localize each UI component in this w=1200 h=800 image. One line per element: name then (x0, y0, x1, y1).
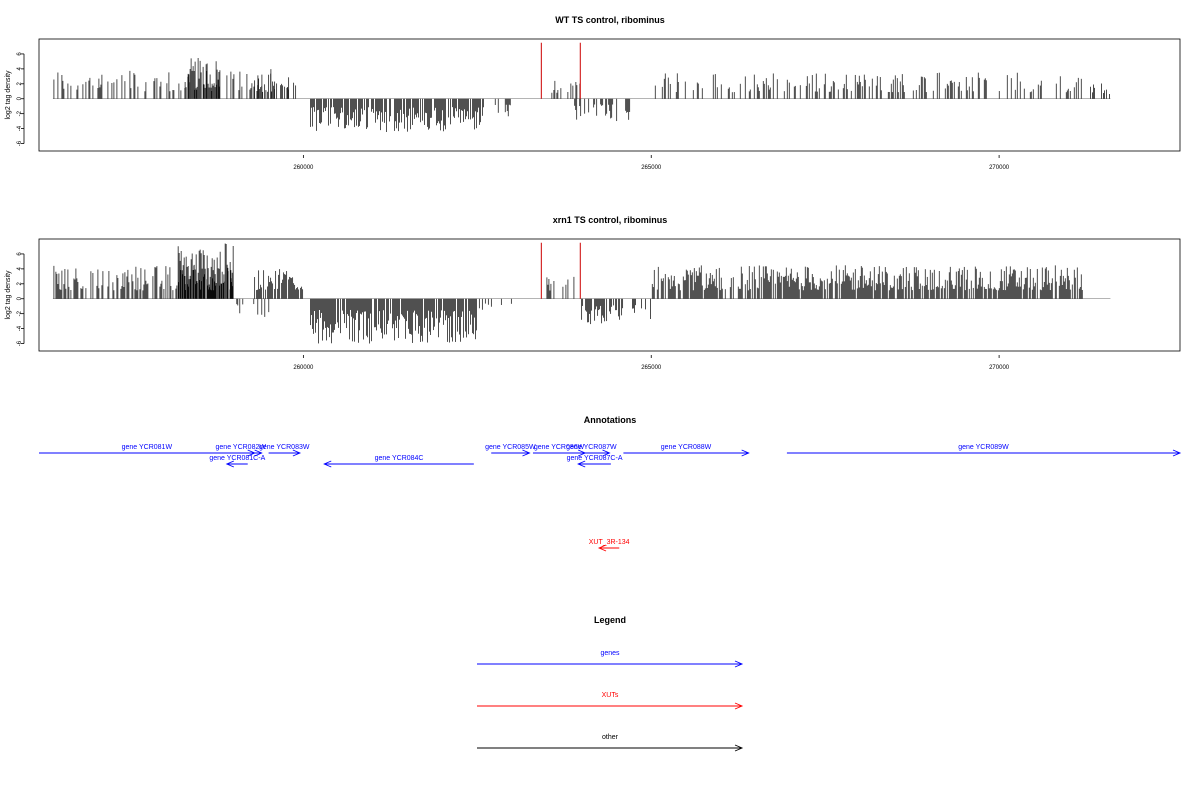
feature-label: gene YCR087C-A (567, 455, 623, 462)
feature-label: gene YCR086W (534, 444, 585, 451)
legend-label: genes (600, 650, 620, 657)
feature-arrowhead (741, 449, 750, 457)
y-tick-label: 6 (17, 52, 23, 56)
legend-arrowhead (734, 660, 744, 668)
annotations-panel: Annotations gene YCR081W gene YCR082Wgene… (39, 415, 1182, 552)
wt-y-axis: 6 4 2 0 -2 -4 -6 (17, 52, 25, 146)
wt-track-panel: WT TS control, ribominus log2 tag densit… (5, 15, 1181, 171)
annotation-feature: XUT_3R-134 (589, 539, 630, 552)
wt-track-title: WT TS control, ribominus (555, 15, 665, 25)
legend-item: XUTs (477, 692, 744, 710)
x-tick-label: 260000 (293, 165, 314, 171)
y-tick-label: 0 (17, 96, 23, 100)
feature-label: gene YCR088W (661, 444, 712, 451)
wt-plot-frame (38, 38, 1181, 152)
legend-item: other (477, 734, 744, 752)
annotation-feature: gene YCR082W (216, 444, 267, 457)
y-tick-label: -6 (17, 140, 23, 146)
feature-arrowhead (292, 449, 302, 457)
y-tick-label: 6 (17, 252, 23, 256)
y-tick-label: -4 (17, 325, 23, 331)
y-tick-label: 2 (17, 281, 23, 285)
feature-arrowhead (602, 449, 611, 457)
legend-title: Legend (594, 615, 626, 625)
y-tick-label: -2 (17, 110, 23, 116)
xrn1-plot-frame (38, 238, 1181, 352)
annotations-title: Annotations (584, 415, 637, 425)
y-tick-label: 0 (17, 296, 23, 300)
feature-label: gene YCR084C (375, 455, 424, 462)
feature-label: gene YCR083W (259, 444, 310, 451)
xrn1-y-axis: 6 4 2 0 -2 -4 -6 (17, 252, 25, 346)
y-tick-label: -6 (17, 340, 23, 346)
annotation-feature: gene YCR088W (623, 444, 750, 457)
x-tick-label: 265000 (641, 365, 662, 371)
legend-label: other (602, 734, 619, 741)
legend-arrowhead (734, 744, 744, 752)
annotation-feature: gene YCR087C-A (567, 455, 623, 468)
wt-x-axis: 260000 265000 270000 (293, 155, 1010, 171)
feature-label: gene YCR081C-A (209, 455, 265, 462)
annotation-feature: gene YCR084C (323, 455, 474, 468)
x-tick-label: 260000 (293, 365, 314, 371)
y-tick-label: 4 (17, 67, 23, 71)
legend-label: XUTs (602, 692, 619, 699)
feature-label: XUT_3R-134 (589, 539, 630, 546)
feature-label: gene YCR089W (958, 444, 1009, 451)
feature-arrowhead (522, 449, 531, 457)
xrn1-signal-bars (52, 242, 1111, 344)
xrn1-track-panel: xrn1 TS control, ribominus log2 tag dens… (5, 215, 1181, 371)
legend-arrowhead (734, 702, 744, 710)
annotation-feature: gene YCR083W (259, 444, 310, 457)
wt-y-axis-label: log2 tag density (5, 70, 12, 120)
feature-arrowhead (254, 449, 263, 457)
feature-label: gene YCR082W (216, 444, 267, 451)
feature-label: gene YCR087W (566, 444, 617, 451)
feature-label: gene YCR081W (122, 444, 173, 451)
feature-arrowhead (225, 460, 235, 468)
wt-signal-bars (52, 42, 1111, 132)
annotation-feature: gene YCR081C-A (209, 455, 266, 468)
legend-panel: Legend genes XUTs other (477, 615, 744, 752)
y-tick-label: 2 (17, 81, 23, 85)
y-tick-label: 4 (17, 267, 23, 271)
feature-arrowhead (577, 460, 586, 468)
xrn1-track-title: xrn1 TS control, ribominus (553, 215, 668, 225)
xrn1-y-axis-label: log2 tag density (5, 270, 12, 320)
feature-label: gene YCR085W (485, 444, 536, 451)
xrn1-x-axis: 260000 265000 270000 (293, 355, 1010, 371)
feature-arrowhead (323, 460, 332, 468)
annotation-feature: gene YCR087W (566, 444, 617, 457)
x-tick-label: 270000 (989, 365, 1010, 371)
legend-item: genes (477, 650, 744, 668)
legend-items: genes XUTs other (477, 650, 744, 752)
annotation-feature: gene YCR085W (485, 444, 536, 457)
feature-arrowhead (1172, 449, 1182, 457)
y-tick-label: -2 (17, 310, 23, 316)
annotation-feature: gene YCR089W (786, 444, 1182, 457)
x-tick-label: 270000 (989, 165, 1010, 171)
x-tick-label: 265000 (641, 165, 662, 171)
y-tick-label: -4 (17, 125, 23, 131)
feature-arrowhead (597, 544, 607, 552)
